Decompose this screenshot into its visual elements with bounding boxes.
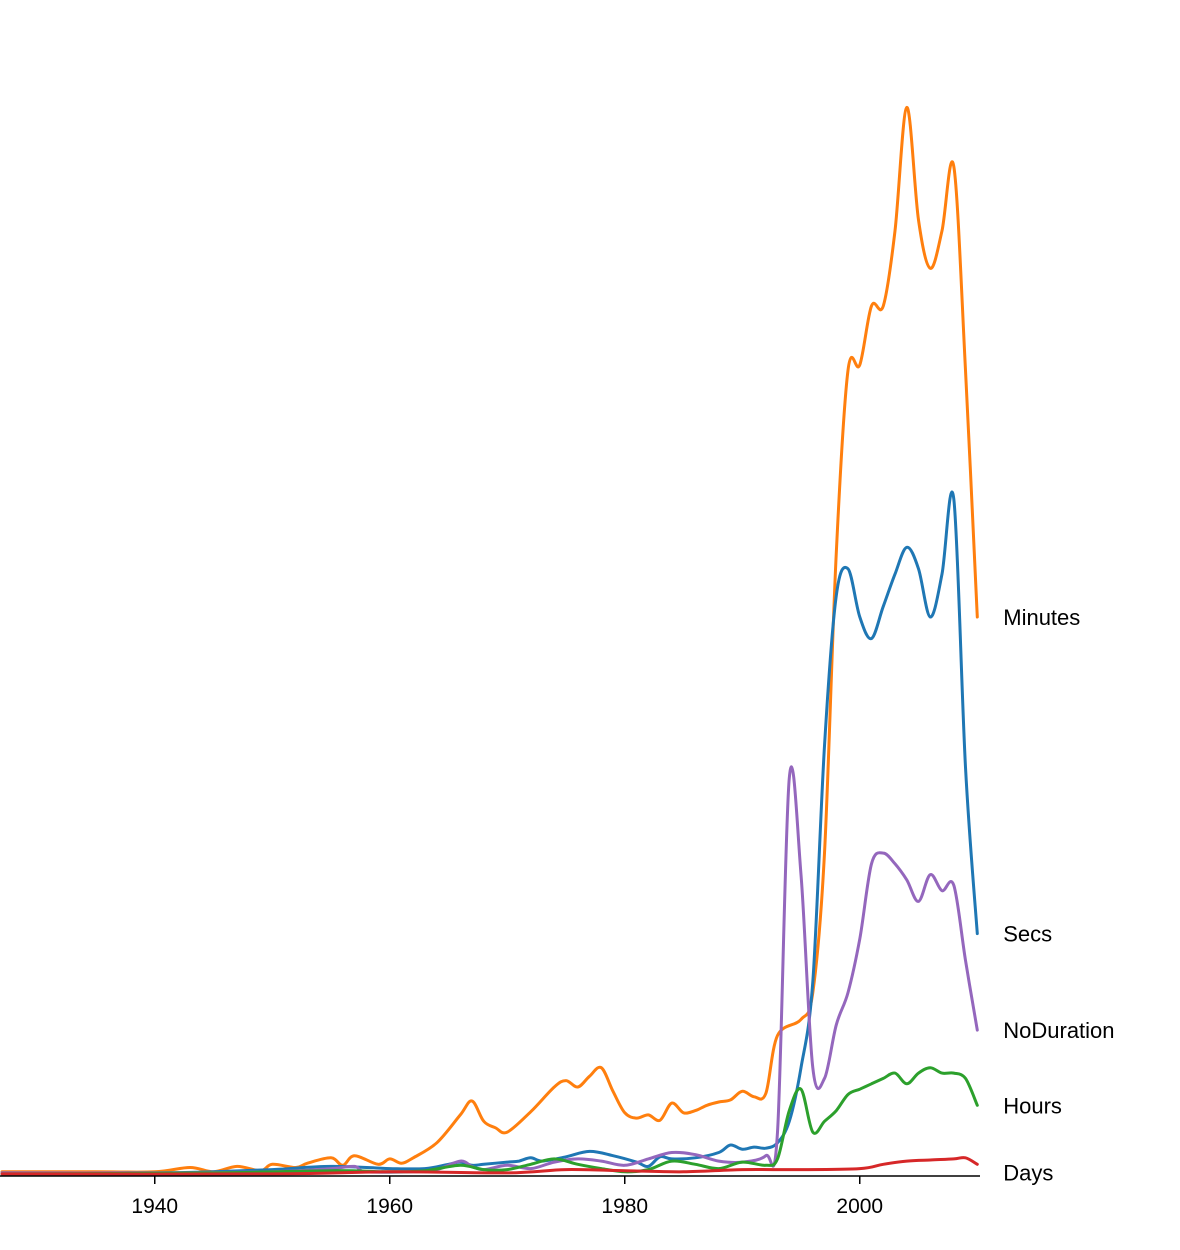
series-label-noduration: NoDuration bbox=[1003, 1018, 1114, 1043]
x-tick-label-2000: 2000 bbox=[836, 1195, 883, 1218]
series-label-hours: Hours bbox=[1003, 1093, 1062, 1118]
series-lines bbox=[0, 105, 979, 1176]
series-line-minutes bbox=[0, 105, 979, 1174]
series-label-minutes: Minutes bbox=[1003, 605, 1080, 630]
series-line-secs bbox=[0, 490, 979, 1175]
series-label-secs: Secs bbox=[1003, 922, 1052, 947]
series-line-noduration bbox=[0, 765, 979, 1175]
x-axis: 1940 1960 1980 2000 bbox=[0, 1175, 980, 1218]
series-line-days bbox=[0, 1156, 979, 1176]
x-tick-label-1980: 1980 bbox=[601, 1195, 648, 1218]
series-labels: Minutes Secs NoDuration Hours Days bbox=[1003, 605, 1114, 1185]
series-line-hours bbox=[0, 1066, 979, 1176]
series-label-days: Days bbox=[1003, 1160, 1053, 1185]
x-tick-label-1940: 1940 bbox=[131, 1195, 178, 1218]
x-tick-label-1960: 1960 bbox=[366, 1195, 413, 1218]
